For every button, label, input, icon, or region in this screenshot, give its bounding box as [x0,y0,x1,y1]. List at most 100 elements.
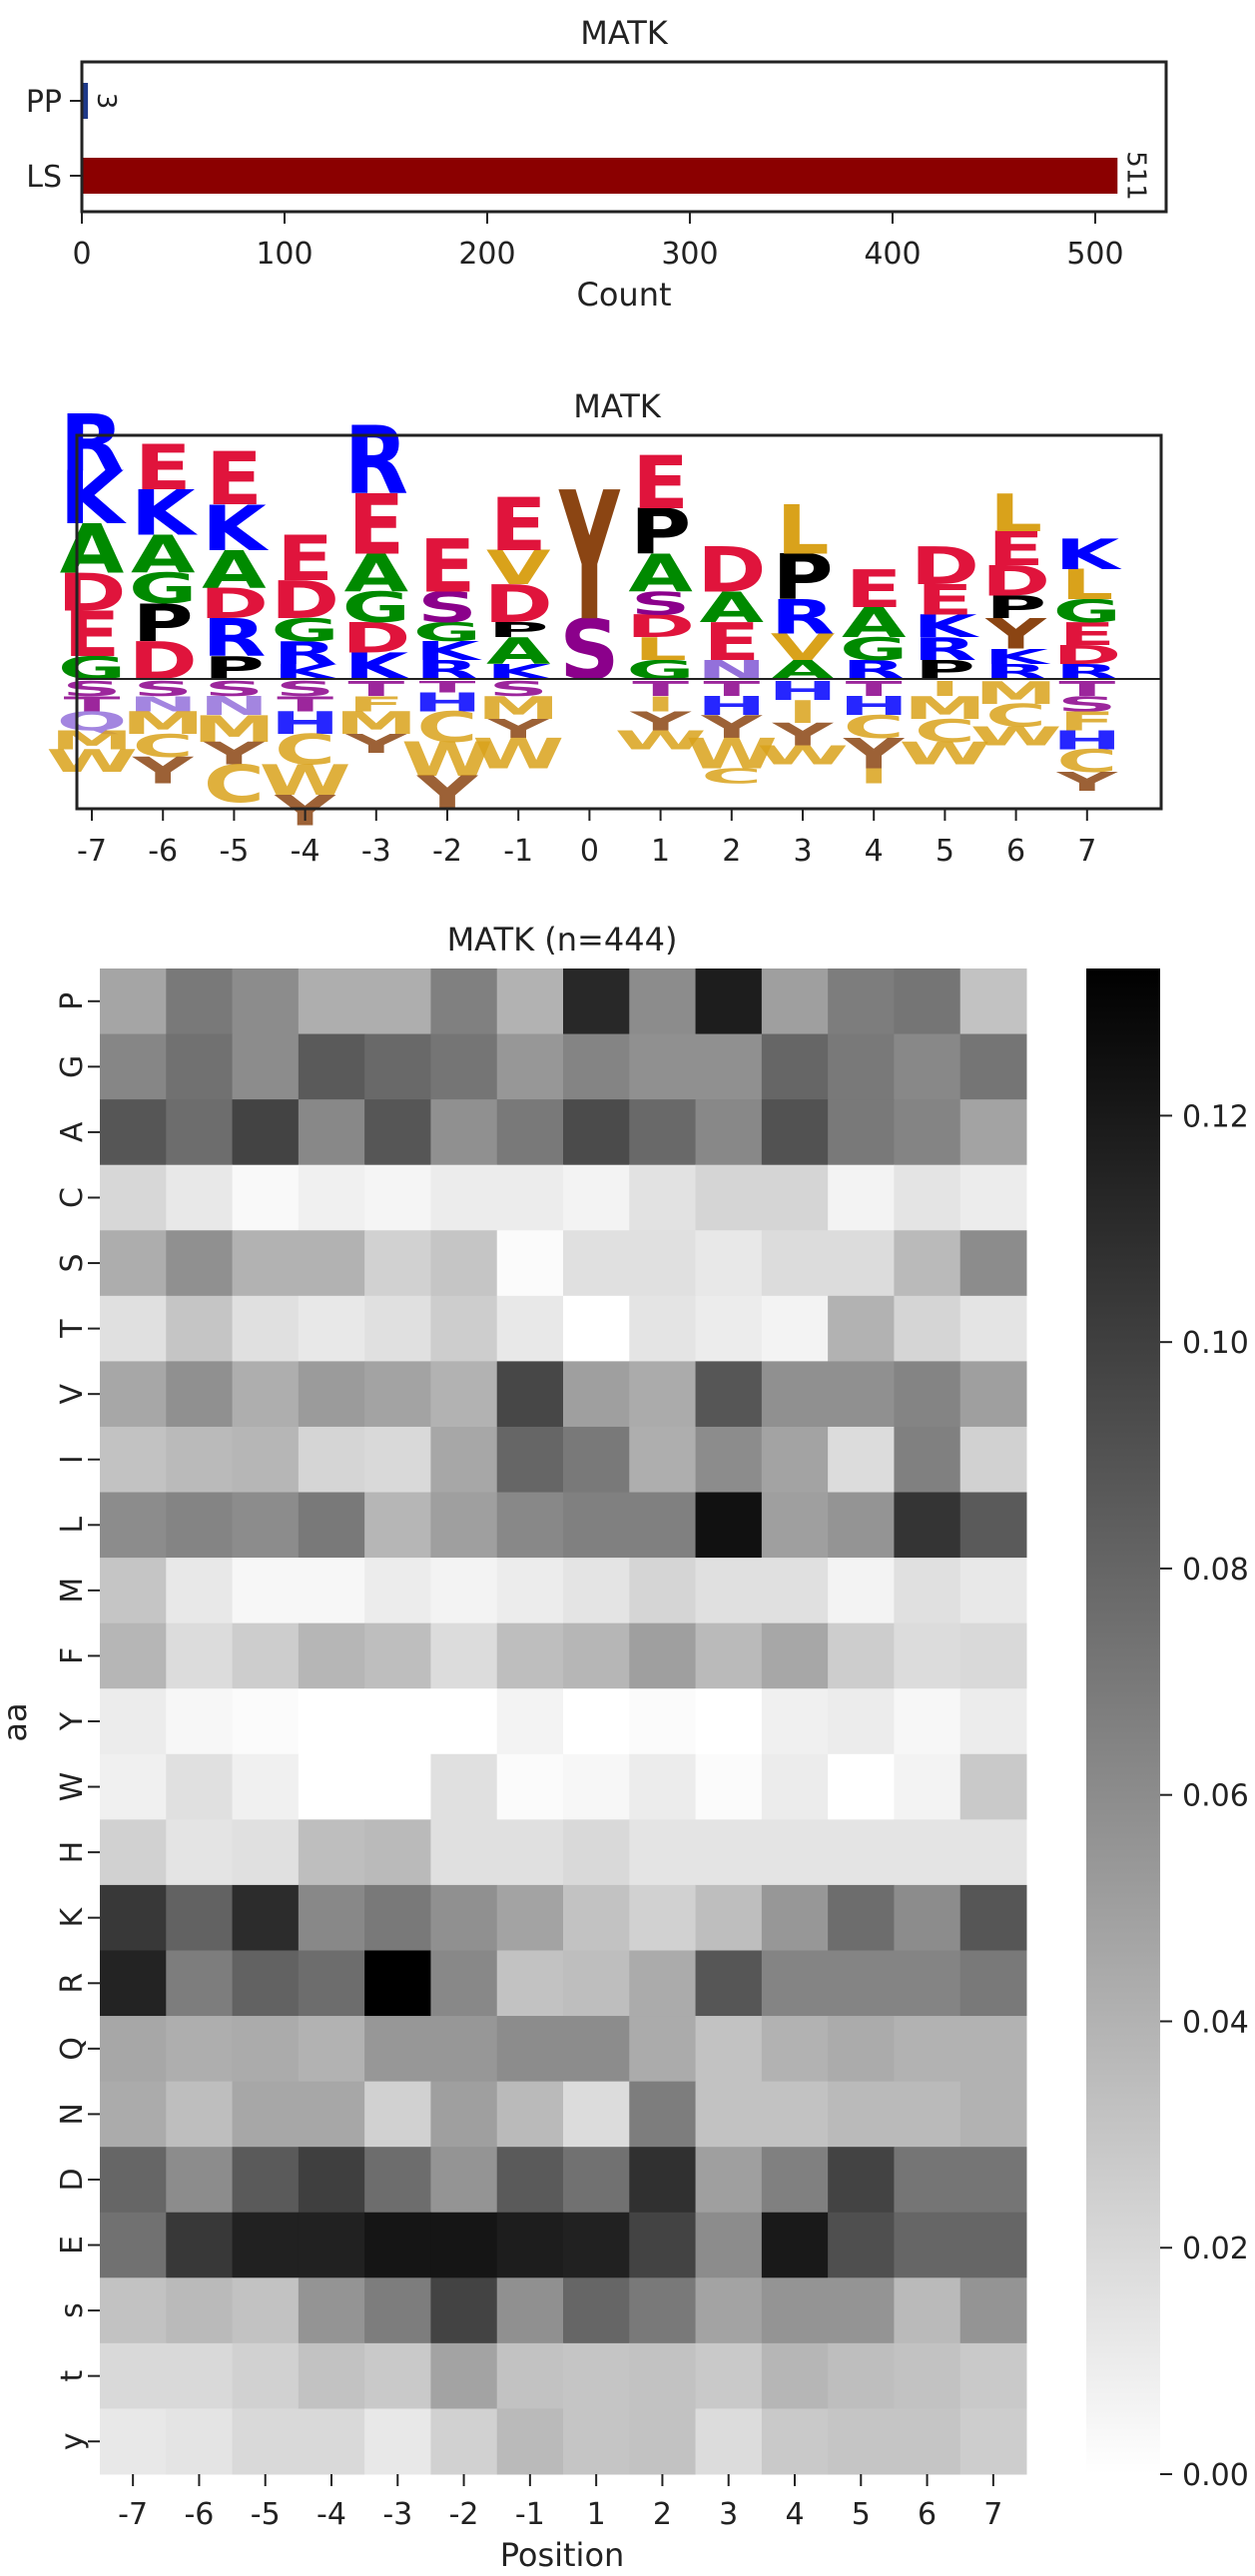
logo-letter--1-E: E [490,483,547,568]
logo-letter-neg-2-T: T [703,677,761,701]
heatmap-cell-T_7 [959,1295,1027,1362]
heatmap-ytick-label: V [55,1383,90,1404]
heatmap-cell-s_5 [828,2277,895,2344]
logo-xtick-label: -4 [291,834,320,869]
logo-letter--2-R: R [415,655,479,685]
heatmap-cell-G_-6 [166,1033,234,1100]
heatmap-cell-V_-7 [100,1361,167,1428]
heatmap-cell-E_4 [761,2212,829,2278]
heatmap-cell-y_3 [695,2408,763,2475]
heatmap-cell-N_-2 [430,2081,498,2148]
heatmap-cell-s_-4 [298,2277,365,2344]
logo-letter--1-D: D [484,575,553,635]
heatmap-ytick-label: y [55,2432,90,2450]
bar-xtick-label: 0 [72,237,91,272]
heatmap-cell-I_-3 [364,1426,431,1494]
heatmap-cell-t_-7 [100,2342,167,2409]
heatmap-cell-L_2 [629,1492,697,1559]
heatmap-cell-F_7 [959,1622,1027,1689]
logo-letter-neg--2-W: W [401,732,493,787]
heatmap-cell-H_-7 [100,1819,167,1886]
heatmap-cell-C_7 [959,1164,1027,1231]
heatmap-cell-L_-4 [298,1492,365,1559]
heatmap-cell-M_-7 [100,1558,167,1624]
heatmap-cell-N_1 [563,2081,630,2148]
logo-letter--3-R: R [344,406,408,515]
heatmap-cell-s_-2 [430,2277,498,2344]
heatmap-cell-I_7 [959,1426,1027,1494]
heatmap-cell-V_-5 [232,1361,300,1428]
heatmap-xtick-label: -5 [251,2497,281,2532]
heatmap-cell-Y_-4 [298,1688,365,1755]
logo-letter-neg-6-C: C [985,698,1046,734]
heatmap-ytick-label: S [55,1254,90,1273]
logo-letter-neg--2-H: H [412,687,482,717]
heatmap-cell-P_4 [761,968,829,1035]
heatmap-cell-K_-2 [430,1884,498,1951]
logo-letter-1-S: S [631,586,691,622]
bar-chart-yticks: PP LS [26,85,82,195]
heatmap-xtick-label: -3 [382,2497,412,2532]
heatmap-cell-s_4 [761,2277,829,2344]
logo-letter-neg-6-W: W [970,722,1062,752]
heatmap-cell-K_2 [629,1884,697,1951]
logo-letter-neg-4-H: H [839,691,909,721]
heatmap-cell-C_2 [629,1164,697,1231]
heatmap-cell-A_-5 [232,1099,300,1166]
heatmap-cell-A_-2 [430,1099,498,1166]
heatmap-cell-R_-7 [100,1950,167,2017]
heatmap-cell-S_-7 [100,1230,167,1297]
heatmap-cell-Q_3 [695,2016,763,2083]
logo-letter-3-V: V [771,627,836,669]
heatmap-cell-E_-3 [364,2212,431,2278]
heatmap-cell-K_-1 [496,1884,564,1951]
heatmap-cell-T_-7 [100,1295,167,1362]
logo-letter-neg--6-C: C [133,728,194,764]
heatmap-cell-Q_2 [629,2016,697,2083]
heatmap-cell-I_-2 [430,1426,498,1494]
heatmap-cell-y_7 [959,2408,1027,2475]
logo-letter-neg-4-C: C [844,709,905,745]
heatmap-cell-S_7 [959,1230,1027,1297]
logo-xtick-label: -3 [361,834,391,869]
logo-letter-neg-7-S: S [1057,693,1117,717]
logo-letter-1-A: A [628,544,693,604]
logo-xtick-label: 4 [865,834,884,869]
logo-letter-neg--4-T: T [277,693,334,717]
logo-letter-7-D: D [1052,640,1121,670]
heatmap-xtick-label: -7 [118,2497,148,2532]
heatmap-cell-Y_5 [828,1688,895,1755]
heatmap-cell-t_3 [695,2342,763,2409]
heatmap-cell-I_-6 [166,1426,234,1494]
heatmap-cell-s_-1 [496,2277,564,2344]
heatmap-cell-N_-7 [100,2081,167,2148]
heatmap-cell-M_7 [959,1558,1027,1624]
heatmap-cell-M_-6 [166,1558,234,1624]
heatmap-cell-D_-6 [166,2147,234,2214]
heatmap-cell-L_-2 [430,1492,498,1559]
logo-letter-neg--1-W: W [472,730,564,779]
bar-xtick-label: 200 [458,237,515,272]
logo-letter-neg-3-I: I [788,694,819,730]
heatmap-ytick-label: L [55,1517,90,1534]
heatmap-cell-G_7 [959,1033,1027,1100]
logo-xtick-label: 2 [722,834,741,869]
logo-letter-neg-3-H: H [768,676,838,706]
logo-letter-1-L: L [634,631,687,667]
heatmap-cell-G_6 [894,1033,961,1100]
heatmap-cell-D_-4 [298,2147,365,2214]
heatmap-cell-y_2 [629,2408,697,2475]
heatmap-cell-S_-2 [430,1230,498,1297]
heatmap-cell-R_2 [629,1950,697,2017]
heatmap-cell-M_-2 [430,1558,498,1624]
heatmap-cell-y_4 [761,2408,829,2475]
heatmap-cell-V_3 [695,1361,763,1428]
logo-letter-neg--7-Q: Q [57,706,128,736]
logo-letter-3-R: R [771,590,835,645]
heatmap-cell-R_-2 [430,1950,498,2017]
heatmap-cell-I_-4 [298,1426,365,1494]
logo-letter--5-A: A [202,541,267,601]
heatmap-cell-Q_-5 [232,2016,300,2083]
logo-letter-neg-7-F: F [1058,706,1115,736]
logo-letter-neg--5-C: C [204,755,265,815]
